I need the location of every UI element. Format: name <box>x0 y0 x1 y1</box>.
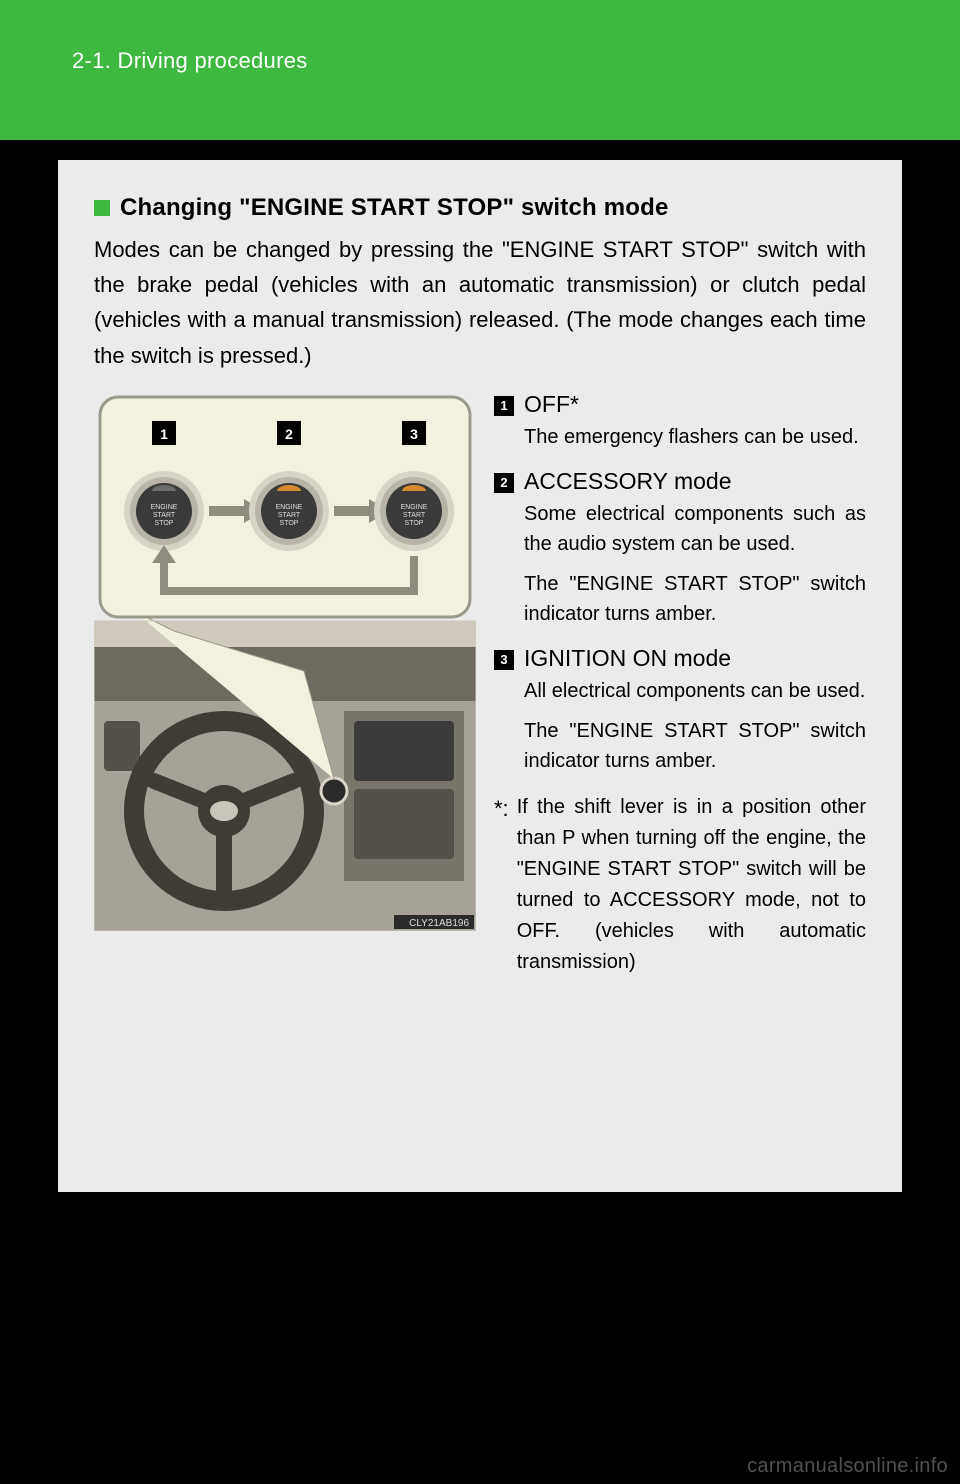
mode-desc: All electrical components can be used. <box>524 676 866 706</box>
btn2-line1: ENGINE <box>276 504 303 511</box>
num-3: 3 <box>500 652 507 667</box>
figure: ENGINE START STOP ENGINE <box>94 391 476 978</box>
page-root: 2-1. Driving procedures Changing "ENGINE… <box>0 0 960 1484</box>
num-1: 1 <box>500 398 507 413</box>
num-badge-icon: 2 <box>494 473 514 493</box>
btn1-line2: START <box>153 512 176 519</box>
btn3-line3: STOP <box>405 520 424 527</box>
fig-label-3: 3 <box>410 426 418 442</box>
btn2-line3: STOP <box>280 520 299 527</box>
mode-item: 3 IGNITION ON mode All electrical compon… <box>494 645 866 786</box>
num-badge-icon: 1 <box>494 396 514 416</box>
columns: ENGINE START STOP ENGINE <box>88 391 872 978</box>
content-panel: Changing "ENGINE START STOP" switch mode… <box>58 160 902 1192</box>
mode-title: IGNITION ON mode <box>524 645 866 672</box>
mode-desc: Some electrical components such as the a… <box>524 499 866 559</box>
mode-item: 2 ACCESSORY mode Some electrical compone… <box>494 468 866 639</box>
figure-frame: ENGINE START STOP ENGINE <box>94 391 476 931</box>
header-band: 2-1. Driving procedures <box>0 0 960 140</box>
btn1-line3: STOP <box>155 520 174 527</box>
mode-title: OFF* <box>524 391 866 418</box>
fig-label-2: 2 <box>285 426 293 442</box>
btn3-line1: ENGINE <box>401 504 428 511</box>
figure-code: CLY21AB196 <box>409 918 469 929</box>
btn3-line2: START <box>403 512 426 519</box>
watermark: carmanualsonline.info <box>747 1455 948 1478</box>
mode-desc: The emergency flashers can be used. <box>524 422 866 452</box>
btn2-line2: START <box>278 512 301 519</box>
fig-label-1: 1 <box>160 426 168 442</box>
num-badge-icon: 3 <box>494 650 514 670</box>
btn1-line1: ENGINE <box>151 504 178 511</box>
intro-paragraph: Modes can be changed by pressing the "EN… <box>88 232 872 373</box>
item-body: ACCESSORY mode Some electrical component… <box>524 468 866 639</box>
item-body: IGNITION ON mode All electrical componen… <box>524 645 866 786</box>
num-2: 2 <box>500 475 507 490</box>
mode-desc: The "ENGINE START STOP" switch indicator… <box>524 716 866 776</box>
mode-item: 1 OFF* The emergency flashers can be use… <box>494 391 866 462</box>
footnote: *: If the shift lever is in a position o… <box>494 792 866 978</box>
right-column: 1 OFF* The emergency flashers can be use… <box>494 391 866 978</box>
footnote-text: If the shift lever is in a position othe… <box>517 792 866 978</box>
mode-title: ACCESSORY mode <box>524 468 866 495</box>
subheading-text: Changing "ENGINE START STOP" switch mode <box>120 194 669 222</box>
section-label: 2-1. Driving procedures <box>72 48 308 74</box>
figure-svg: ENGINE START STOP ENGINE <box>94 391 476 931</box>
footnote-marker: *: <box>494 792 509 978</box>
bullet-square-icon <box>94 200 110 216</box>
item-body: OFF* The emergency flashers can be used. <box>524 391 866 462</box>
subheading-row: Changing "ENGINE START STOP" switch mode <box>88 194 872 222</box>
mode-desc: The "ENGINE START STOP" switch indicator… <box>524 569 866 629</box>
